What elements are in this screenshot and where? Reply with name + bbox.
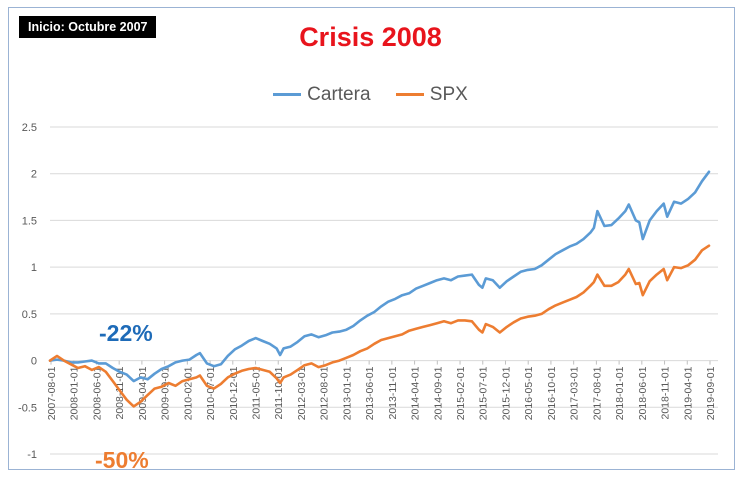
- y-tick-label: -1: [27, 449, 37, 461]
- x-tick-label: 2009-09-01: [160, 366, 172, 420]
- x-tick-label: 2018-01-01: [614, 366, 626, 420]
- x-tick-label: 2008-06-01: [91, 366, 103, 420]
- series-line-cartera: [48, 170, 711, 383]
- chart-legend: Cartera SPX: [0, 80, 741, 106]
- chart-frame: [8, 7, 735, 470]
- x-tick-label: 2017-03-01: [569, 366, 581, 420]
- annotation-spx-drawdown: -50%: [95, 447, 149, 473]
- annotation-cartera-drawdown: -22%: [99, 320, 153, 346]
- start-date-badge: Inicio: Octubre 2007: [19, 16, 157, 38]
- x-tick-label: 2019-09-01: [705, 366, 717, 420]
- x-tick-label: 2009-04-01: [137, 366, 149, 420]
- x-tick-label: 2018-11-01: [660, 366, 672, 419]
- x-tick-label: 2015-02-01: [455, 366, 467, 420]
- x-tick-label: 2014-09-01: [432, 366, 444, 420]
- y-tick-label: 1: [31, 262, 37, 274]
- legend-swatch-spx: [395, 93, 424, 96]
- x-tick-label: 2008-01-01: [69, 366, 81, 420]
- y-tick-label: 1.5: [22, 215, 37, 227]
- x-tick-label: 2013-01-01: [341, 366, 353, 420]
- chart-title: Crisis 2008: [299, 22, 442, 52]
- x-tick-label: 2017-08-01: [591, 366, 603, 420]
- x-tick-label: 2019-04-01: [682, 366, 694, 420]
- x-tick-label: 2015-07-01: [478, 366, 490, 420]
- x-tick-label: 2012-03-01: [296, 366, 308, 420]
- x-tick-label: 2011-05-01: [251, 366, 263, 419]
- legend-label-spx: SPX: [429, 83, 468, 105]
- y-tick-label: 2: [31, 169, 37, 181]
- x-tick-label: 2010-07-01: [205, 366, 217, 420]
- x-tick-label: 2010-02-01: [182, 366, 194, 420]
- y-tick-label: 2.5: [22, 122, 37, 134]
- legend-item-cartera: Cartera: [273, 83, 371, 106]
- x-tick-label: 2011-10-01: [273, 366, 285, 419]
- x-tick-label: 2012-08-01: [319, 366, 331, 420]
- x-tick-label: 2016-05-01: [523, 366, 535, 420]
- x-tick-label: 2013-06-01: [364, 366, 376, 420]
- x-tick-label: 2013-11-01: [387, 366, 399, 419]
- x-tick-label: 2007-08-01: [46, 366, 58, 420]
- y-tick-label: 0.5: [22, 309, 37, 321]
- x-tick-label: 2016-10-01: [546, 366, 558, 420]
- x-tick-label: 2015-12-01: [500, 366, 512, 420]
- y-tick-label: 0: [31, 356, 37, 368]
- y-tick-label: -0.5: [18, 402, 37, 414]
- x-tick-label: 2018-06-01: [637, 366, 649, 420]
- legend-swatch-cartera: [273, 93, 302, 96]
- legend-item-spx: SPX: [395, 83, 468, 106]
- x-tick-label: 2010-12-01: [228, 366, 240, 420]
- legend-label-cartera: Cartera: [307, 83, 371, 105]
- x-tick-label: 2014-04-01: [410, 366, 422, 420]
- series-line-spx: [48, 244, 711, 408]
